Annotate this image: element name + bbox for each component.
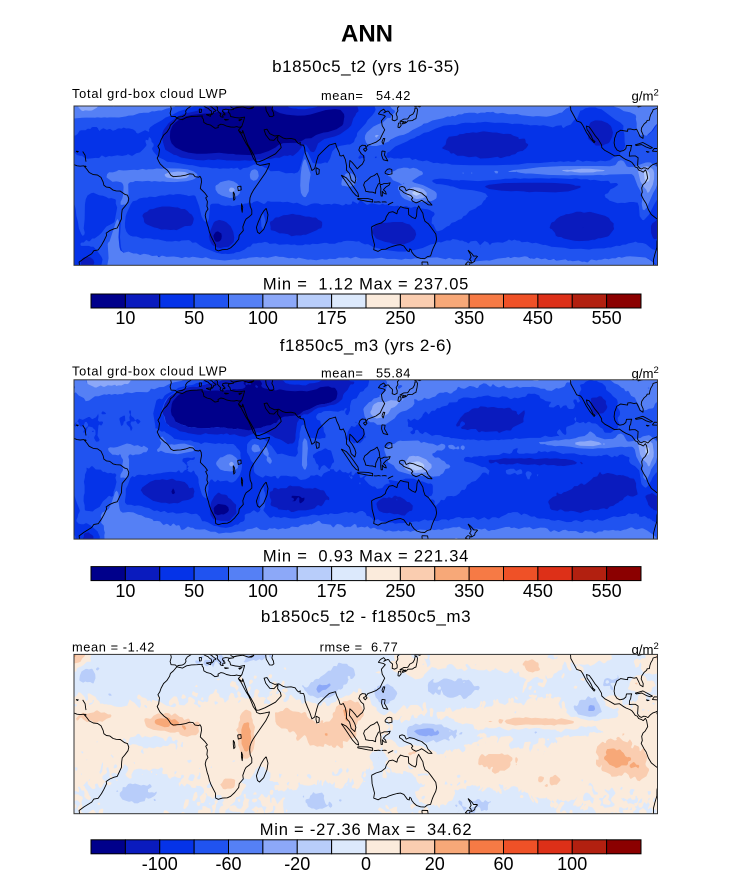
svg-text:2: 2: [654, 641, 659, 652]
svg-text:175: 175: [317, 581, 347, 601]
svg-text:50: 50: [184, 581, 204, 601]
svg-text:10: 10: [115, 308, 135, 328]
svg-text:b1850c5_t2 (yrs 16-35): b1850c5_t2 (yrs 16-35): [272, 57, 460, 76]
svg-text:2: 2: [654, 365, 659, 376]
svg-text:mean= 55.84: mean= 55.84: [321, 366, 411, 381]
svg-text:mean= 54.42: mean= 54.42: [321, 88, 411, 103]
svg-text:0: 0: [361, 854, 371, 874]
svg-text:rmse = 6.77: rmse = 6.77: [320, 640, 399, 655]
svg-text:-60: -60: [215, 854, 241, 874]
svg-text:-100: -100: [142, 854, 178, 874]
svg-text:Min = 0.93 Max = 221.34: Min = 0.93 Max = 221.34: [263, 548, 469, 566]
svg-text:f1850c5_m3 (yrs 2-6): f1850c5_m3 (yrs 2-6): [280, 336, 453, 355]
svg-text:Total grd-box cloud LWP: Total grd-box cloud LWP: [72, 364, 228, 379]
svg-text:100: 100: [557, 854, 587, 874]
svg-text:60: 60: [493, 854, 513, 874]
svg-text:175: 175: [317, 308, 347, 328]
svg-text:20: 20: [425, 854, 445, 874]
svg-text:450: 450: [523, 308, 553, 328]
svg-text:g/m: g/m: [632, 366, 654, 381]
svg-text:g/m: g/m: [632, 89, 654, 104]
svg-text:550: 550: [592, 308, 622, 328]
svg-text:450: 450: [523, 581, 553, 601]
svg-text:250: 250: [385, 308, 415, 328]
svg-text:10: 10: [115, 581, 135, 601]
svg-text:100: 100: [248, 308, 278, 328]
svg-text:100: 100: [248, 581, 278, 601]
svg-text:ANN: ANN: [341, 21, 393, 48]
svg-text:250: 250: [385, 581, 415, 601]
svg-text:Min = 1.12 Max = 237.05: Min = 1.12 Max = 237.05: [263, 276, 469, 294]
svg-text:b1850c5_t2 - f1850c5_m3: b1850c5_t2 - f1850c5_m3: [261, 607, 471, 626]
svg-text:2: 2: [654, 88, 659, 99]
svg-text:-20: -20: [284, 854, 310, 874]
svg-text:550: 550: [592, 581, 622, 601]
svg-text:Min = -27.36 Max = 34.62: Min = -27.36 Max = 34.62: [260, 821, 473, 839]
svg-text:350: 350: [454, 308, 484, 328]
svg-text:mean = -1.42: mean = -1.42: [72, 640, 155, 655]
svg-text:Total grd-box cloud LWP: Total grd-box cloud LWP: [72, 86, 228, 101]
svg-text:g/m: g/m: [632, 642, 654, 657]
svg-text:350: 350: [454, 581, 484, 601]
svg-text:50: 50: [184, 308, 204, 328]
